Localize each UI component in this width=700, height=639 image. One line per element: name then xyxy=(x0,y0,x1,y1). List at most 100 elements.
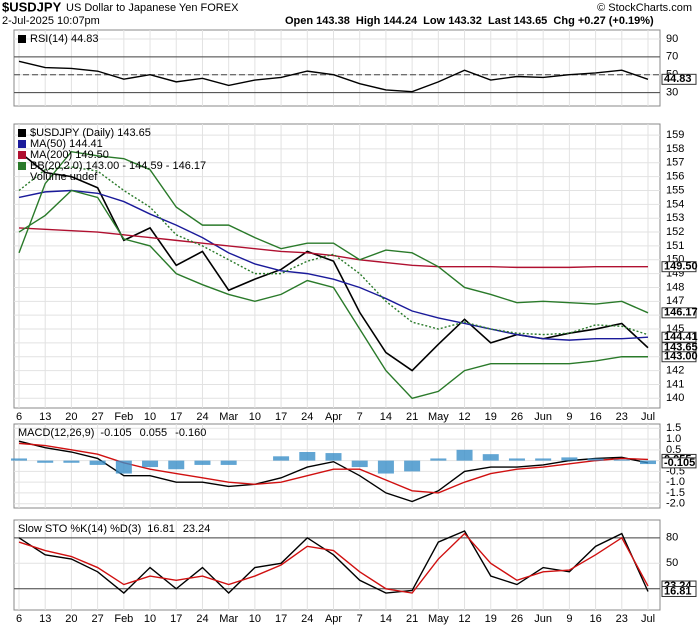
x-tick-label: 19 xyxy=(485,613,497,625)
x-tick-label: Jul xyxy=(641,613,655,625)
x-tick-label: 27 xyxy=(92,613,104,625)
value-label: 16.81 xyxy=(664,585,692,597)
x-tick-label: 10 xyxy=(144,411,156,423)
value-box xyxy=(661,307,697,319)
x-tick-label: Jul xyxy=(641,411,655,423)
x-tick-label: 6 xyxy=(16,613,22,625)
legend-swatch xyxy=(18,151,26,159)
x-tick-label: Mar xyxy=(219,613,238,625)
histogram-bar xyxy=(456,449,473,461)
y-tick-label: -2.0 xyxy=(666,498,685,510)
y-tick-label: 70 xyxy=(666,51,678,63)
histogram-bar xyxy=(115,460,132,474)
series-line xyxy=(18,227,648,269)
histogram-bar xyxy=(220,460,237,465)
x-tick-label: Jun xyxy=(534,613,552,625)
y-tick-label: 30 xyxy=(666,86,678,98)
legend-entry: BB(20,2.0) 143.00 - 144.59 - 146.17 xyxy=(30,160,206,172)
x-tick-label: 12 xyxy=(458,411,470,423)
x-tick-label: 26 xyxy=(511,411,523,423)
x-tick-label: 20 xyxy=(65,613,77,625)
description: US Dollar to Japanese Yen FOREX xyxy=(66,2,239,14)
value-label: 143.00 xyxy=(664,351,698,363)
panel-frame xyxy=(13,29,661,107)
y-tick-label: 50 xyxy=(666,557,678,569)
y-tick-label: 90 xyxy=(666,33,678,45)
y-tick-label: 157 xyxy=(666,157,684,169)
histogram-bar xyxy=(142,460,159,468)
legend-entry: -0.105 xyxy=(100,427,131,439)
y-tick-label: 159 xyxy=(666,129,684,141)
y-tick-label: -1.5 xyxy=(666,487,685,499)
histogram-bar xyxy=(299,452,316,461)
y-tick-label: 151 xyxy=(666,240,684,252)
y-tick-label: 147 xyxy=(666,295,684,307)
x-tick-label: 7 xyxy=(357,613,363,625)
legend-entry: 23.24 xyxy=(183,523,211,535)
legend-entry: 16.81 xyxy=(147,523,175,535)
x-tick-label: 24 xyxy=(196,613,208,625)
value-box xyxy=(661,457,697,469)
legend-swatch xyxy=(18,129,26,137)
x-tick-label: 13 xyxy=(39,613,51,625)
x-tick-label: Apr xyxy=(325,613,342,625)
value-label: -0.105 xyxy=(664,457,695,469)
histogram-bar xyxy=(613,459,630,461)
value-label: 146.17 xyxy=(664,307,698,319)
x-tick-label: 17 xyxy=(275,411,287,423)
x-tick-label: 23 xyxy=(616,613,628,625)
legend-entry: $USDJPY (Daily) 143.65 xyxy=(30,127,151,139)
y-tick-label: 141 xyxy=(666,378,684,390)
x-tick-label: 12 xyxy=(458,613,470,625)
histogram-bar xyxy=(63,460,80,463)
histogram-bar xyxy=(404,460,421,472)
histogram-bar xyxy=(430,458,447,461)
x-tick-label: 13 xyxy=(39,411,51,423)
legend-title: Slow STO %K(14) %D(3) xyxy=(18,523,141,535)
value-box xyxy=(661,261,697,273)
x-tick-label: May xyxy=(428,613,449,625)
histogram-bar xyxy=(11,458,27,461)
y-tick-label: 158 xyxy=(666,143,684,155)
histogram-bar xyxy=(377,460,394,474)
legend-title: MACD(12,26,9) xyxy=(18,427,94,439)
value-box xyxy=(661,331,697,343)
x-tick-label: 26 xyxy=(511,613,523,625)
series-line xyxy=(18,150,649,314)
y-tick-label: 153 xyxy=(666,212,684,224)
value-box xyxy=(661,73,697,85)
histogram-bar xyxy=(89,460,106,465)
histogram-bar xyxy=(194,460,211,465)
y-tick-label: -1.0 xyxy=(666,476,685,488)
histogram-bar xyxy=(640,460,656,465)
histogram-bar xyxy=(273,456,290,461)
x-tick-label: 10 xyxy=(249,411,261,423)
y-tick-label: 148 xyxy=(666,281,684,293)
x-tick-label: Mar xyxy=(219,411,238,423)
x-tick-label: 14 xyxy=(380,411,392,423)
y-tick-label: 0.5 xyxy=(666,444,681,456)
y-tick-label: 80 xyxy=(666,532,678,544)
value-label: 44.83 xyxy=(664,73,692,85)
x-tick-label: 9 xyxy=(566,613,572,625)
x-tick-label: May xyxy=(428,411,449,423)
panel-frame xyxy=(13,423,661,509)
y-tick-label: 154 xyxy=(666,198,684,210)
legend-entry: -0.160 xyxy=(175,427,206,439)
value-label: 149.50 xyxy=(664,261,698,273)
x-tick-label: 19 xyxy=(485,411,497,423)
series-line xyxy=(18,189,649,341)
x-tick-label: Apr xyxy=(325,411,342,423)
x-tick-label: 17 xyxy=(275,613,287,625)
y-tick-label: 1.5 xyxy=(666,422,681,434)
legend-entry: 0.055 xyxy=(140,427,168,439)
x-tick-label: 16 xyxy=(589,613,601,625)
x-tick-label: 10 xyxy=(249,613,261,625)
x-tick-label: 7 xyxy=(357,411,363,423)
legend-swatch xyxy=(18,162,26,170)
series-line xyxy=(18,440,649,503)
histogram-bar xyxy=(561,457,578,461)
x-tick-label: 16 xyxy=(589,411,601,423)
